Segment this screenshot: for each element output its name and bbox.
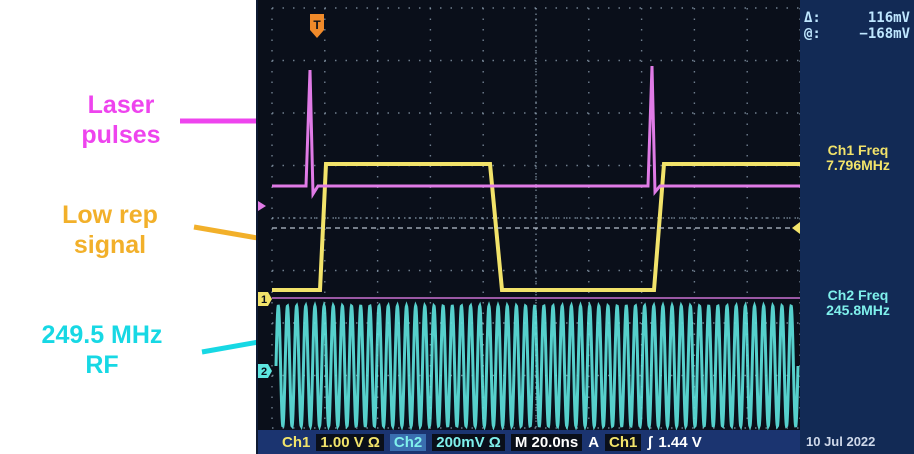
ch1-frequency-readout: Ch1 Freq 7.796MHz <box>806 143 910 173</box>
trigger-position-marker <box>310 14 324 38</box>
trigger-marker-label: T <box>313 18 321 32</box>
ch1-freq-label: Ch1 Freq <box>827 142 889 158</box>
rf-label-line2: RF <box>85 351 119 379</box>
trigger-level-arrow <box>792 222 800 234</box>
laser-pulse-trace <box>272 65 800 200</box>
status-trigger-level: 1.44 V <box>658 433 702 451</box>
ch3-ground-marker <box>258 201 266 211</box>
ch2-freq-label: Ch2 Freq <box>827 287 889 303</box>
status-ch1-label: Ch1 <box>282 433 311 451</box>
rf-label-line1: 249.5 MHz <box>41 321 163 349</box>
status-ch2-label: Ch2 <box>389 433 427 451</box>
delta-label: Δ: <box>804 10 821 26</box>
scope-status-bar: Ch1 1.00 V Ω Ch2 200mV Ω M 20.0ns A Ch1 … <box>258 430 800 454</box>
status-trigger-mode: A <box>588 433 600 451</box>
status-timebase: M 20.0ns <box>510 433 583 451</box>
ch2-marker-label: 2 <box>261 366 267 378</box>
status-trigger-slope: ʃ <box>647 433 653 451</box>
lowrep-label-line1: Low rep <box>62 201 158 229</box>
status-ch2-scale: 200mV Ω <box>432 433 505 451</box>
low-rep-signal-label: Low rep signal <box>30 200 190 260</box>
laser-pulses-label: Laser pulses <box>56 90 186 150</box>
status-ch1-scale: 1.00 V Ω <box>316 433 384 451</box>
cursor-readout: Δ: 116mV @: −168mV <box>804 10 910 42</box>
lowrep-label-line2: signal <box>73 231 147 259</box>
delta-value: 116mV <box>867 10 910 26</box>
side-panel <box>800 0 914 454</box>
status-trigger-source: Ch1 <box>605 433 642 451</box>
laser-label-line2: pulses <box>81 121 161 149</box>
ch1-freq-value: 7.796MHz <box>826 157 890 173</box>
ch2-frequency-readout: Ch2 Freq 245.8MHz <box>806 288 910 318</box>
at-value: −168mV <box>859 26 910 42</box>
ch1-ground-marker <box>258 292 272 306</box>
rf-label: 249.5 MHz RF <box>14 320 190 380</box>
ch2-ground-marker <box>258 364 272 378</box>
laser-label-line1: Laser <box>87 91 155 119</box>
at-label: @: <box>804 26 821 42</box>
rf-trace <box>274 301 800 431</box>
ch1-marker-label: 1 <box>261 294 267 306</box>
status-date: 10 Jul 2022 <box>806 434 876 449</box>
ch2-freq-value: 245.8MHz <box>826 302 890 318</box>
